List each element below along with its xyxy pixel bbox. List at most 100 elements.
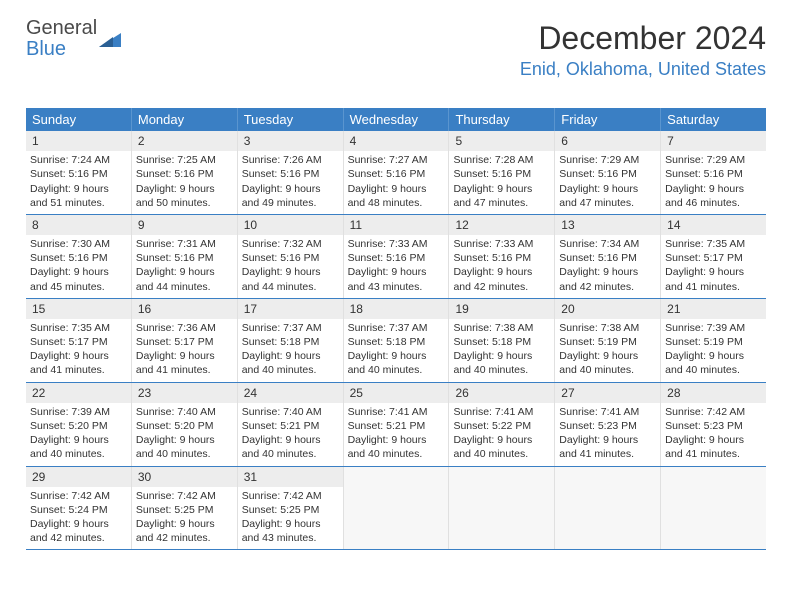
day-cell: 6Sunrise: 7:29 AMSunset: 5:16 PMDaylight… [555, 131, 661, 214]
day-number: 19 [449, 299, 554, 319]
daylight-text: Daylight: 9 hours and 48 minutes. [348, 182, 445, 210]
calendar-grid: SundayMondayTuesdayWednesdayThursdayFrid… [26, 108, 766, 550]
day-cell: 5Sunrise: 7:28 AMSunset: 5:16 PMDaylight… [449, 131, 555, 214]
sunrise-text: Sunrise: 7:38 AM [559, 321, 656, 335]
sunrise-text: Sunrise: 7:36 AM [136, 321, 233, 335]
daylight-text: Daylight: 9 hours and 41 minutes. [559, 433, 656, 461]
day-cell: 3Sunrise: 7:26 AMSunset: 5:16 PMDaylight… [238, 131, 344, 214]
sunset-text: Sunset: 5:17 PM [136, 335, 233, 349]
day-number: 27 [555, 383, 660, 403]
sunrise-text: Sunrise: 7:31 AM [136, 237, 233, 251]
day-body: Sunrise: 7:26 AMSunset: 5:16 PMDaylight:… [238, 151, 343, 214]
daylight-text: Daylight: 9 hours and 42 minutes. [30, 517, 127, 545]
day-number: 23 [132, 383, 237, 403]
day-body: Sunrise: 7:42 AMSunset: 5:25 PMDaylight:… [238, 487, 343, 550]
daylight-text: Daylight: 9 hours and 43 minutes. [242, 517, 339, 545]
sunrise-text: Sunrise: 7:33 AM [453, 237, 550, 251]
day-body: Sunrise: 7:41 AMSunset: 5:23 PMDaylight:… [555, 403, 660, 466]
empty-day-cell [661, 467, 766, 550]
sunrise-text: Sunrise: 7:35 AM [665, 237, 762, 251]
sunset-text: Sunset: 5:18 PM [453, 335, 550, 349]
sunrise-text: Sunrise: 7:37 AM [348, 321, 445, 335]
sunset-text: Sunset: 5:21 PM [242, 419, 339, 433]
weekday-header: Wednesday [344, 108, 450, 131]
day-number: 18 [344, 299, 449, 319]
day-body: Sunrise: 7:29 AMSunset: 5:16 PMDaylight:… [661, 151, 766, 214]
sunset-text: Sunset: 5:17 PM [665, 251, 762, 265]
sunset-text: Sunset: 5:23 PM [665, 419, 762, 433]
sunset-text: Sunset: 5:16 PM [242, 167, 339, 181]
day-number: 29 [26, 467, 131, 487]
day-body: Sunrise: 7:30 AMSunset: 5:16 PMDaylight:… [26, 235, 131, 298]
daylight-text: Daylight: 9 hours and 41 minutes. [30, 349, 127, 377]
weekday-header: Saturday [661, 108, 766, 131]
day-cell: 28Sunrise: 7:42 AMSunset: 5:23 PMDayligh… [661, 383, 766, 466]
daylight-text: Daylight: 9 hours and 40 minutes. [348, 349, 445, 377]
daylight-text: Daylight: 9 hours and 40 minutes. [453, 349, 550, 377]
day-cell: 11Sunrise: 7:33 AMSunset: 5:16 PMDayligh… [344, 215, 450, 298]
sunset-text: Sunset: 5:16 PM [348, 251, 445, 265]
day-number: 8 [26, 215, 131, 235]
daylight-text: Daylight: 9 hours and 42 minutes. [136, 517, 233, 545]
day-body: Sunrise: 7:28 AMSunset: 5:16 PMDaylight:… [449, 151, 554, 214]
sunset-text: Sunset: 5:16 PM [136, 251, 233, 265]
day-cell: 18Sunrise: 7:37 AMSunset: 5:18 PMDayligh… [344, 299, 450, 382]
daylight-text: Daylight: 9 hours and 47 minutes. [559, 182, 656, 210]
day-number: 5 [449, 131, 554, 151]
day-cell: 21Sunrise: 7:39 AMSunset: 5:19 PMDayligh… [661, 299, 766, 382]
daylight-text: Daylight: 9 hours and 40 minutes. [665, 349, 762, 377]
sunrise-text: Sunrise: 7:42 AM [242, 489, 339, 503]
daylight-text: Daylight: 9 hours and 44 minutes. [136, 265, 233, 293]
day-body: Sunrise: 7:41 AMSunset: 5:22 PMDaylight:… [449, 403, 554, 466]
daylight-text: Daylight: 9 hours and 51 minutes. [30, 182, 127, 210]
sunrise-text: Sunrise: 7:34 AM [559, 237, 656, 251]
day-number: 7 [661, 131, 766, 151]
day-body: Sunrise: 7:27 AMSunset: 5:16 PMDaylight:… [344, 151, 449, 214]
daylight-text: Daylight: 9 hours and 50 minutes. [136, 182, 233, 210]
day-body: Sunrise: 7:38 AMSunset: 5:18 PMDaylight:… [449, 319, 554, 382]
daylight-text: Daylight: 9 hours and 43 minutes. [348, 265, 445, 293]
weekday-header: Thursday [449, 108, 555, 131]
day-cell: 29Sunrise: 7:42 AMSunset: 5:24 PMDayligh… [26, 467, 132, 550]
brand-triangle-icon [99, 31, 121, 47]
sunset-text: Sunset: 5:20 PM [30, 419, 127, 433]
sunrise-text: Sunrise: 7:39 AM [30, 405, 127, 419]
sunset-text: Sunset: 5:16 PM [30, 167, 127, 181]
sunrise-text: Sunrise: 7:40 AM [242, 405, 339, 419]
sunset-text: Sunset: 5:25 PM [242, 503, 339, 517]
location-text: Enid, Oklahoma, United States [520, 59, 766, 80]
day-cell: 19Sunrise: 7:38 AMSunset: 5:18 PMDayligh… [449, 299, 555, 382]
day-number: 20 [555, 299, 660, 319]
page-header: December 2024 Enid, Oklahoma, United Sta… [520, 20, 766, 80]
week-row: 8Sunrise: 7:30 AMSunset: 5:16 PMDaylight… [26, 215, 766, 299]
day-body: Sunrise: 7:31 AMSunset: 5:16 PMDaylight:… [132, 235, 237, 298]
sunrise-text: Sunrise: 7:35 AM [30, 321, 127, 335]
weekday-header: Sunday [26, 108, 132, 131]
sunrise-text: Sunrise: 7:38 AM [453, 321, 550, 335]
sunrise-text: Sunrise: 7:42 AM [30, 489, 127, 503]
weekday-header-row: SundayMondayTuesdayWednesdayThursdayFrid… [26, 108, 766, 131]
day-number: 11 [344, 215, 449, 235]
day-cell: 24Sunrise: 7:40 AMSunset: 5:21 PMDayligh… [238, 383, 344, 466]
day-body: Sunrise: 7:24 AMSunset: 5:16 PMDaylight:… [26, 151, 131, 214]
empty-day-cell [344, 467, 450, 550]
day-number: 10 [238, 215, 343, 235]
sunset-text: Sunset: 5:19 PM [559, 335, 656, 349]
sunrise-text: Sunrise: 7:27 AM [348, 153, 445, 167]
day-cell: 17Sunrise: 7:37 AMSunset: 5:18 PMDayligh… [238, 299, 344, 382]
sunrise-text: Sunrise: 7:24 AM [30, 153, 127, 167]
sunrise-text: Sunrise: 7:30 AM [30, 237, 127, 251]
sunset-text: Sunset: 5:16 PM [559, 251, 656, 265]
empty-day-cell [555, 467, 661, 550]
sunrise-text: Sunrise: 7:41 AM [453, 405, 550, 419]
day-number: 21 [661, 299, 766, 319]
day-body: Sunrise: 7:39 AMSunset: 5:20 PMDaylight:… [26, 403, 131, 466]
day-number: 6 [555, 131, 660, 151]
daylight-text: Daylight: 9 hours and 40 minutes. [136, 433, 233, 461]
daylight-text: Daylight: 9 hours and 44 minutes. [242, 265, 339, 293]
sunrise-text: Sunrise: 7:40 AM [136, 405, 233, 419]
week-row: 15Sunrise: 7:35 AMSunset: 5:17 PMDayligh… [26, 299, 766, 383]
day-cell: 10Sunrise: 7:32 AMSunset: 5:16 PMDayligh… [238, 215, 344, 298]
day-body: Sunrise: 7:40 AMSunset: 5:21 PMDaylight:… [238, 403, 343, 466]
sunrise-text: Sunrise: 7:41 AM [559, 405, 656, 419]
